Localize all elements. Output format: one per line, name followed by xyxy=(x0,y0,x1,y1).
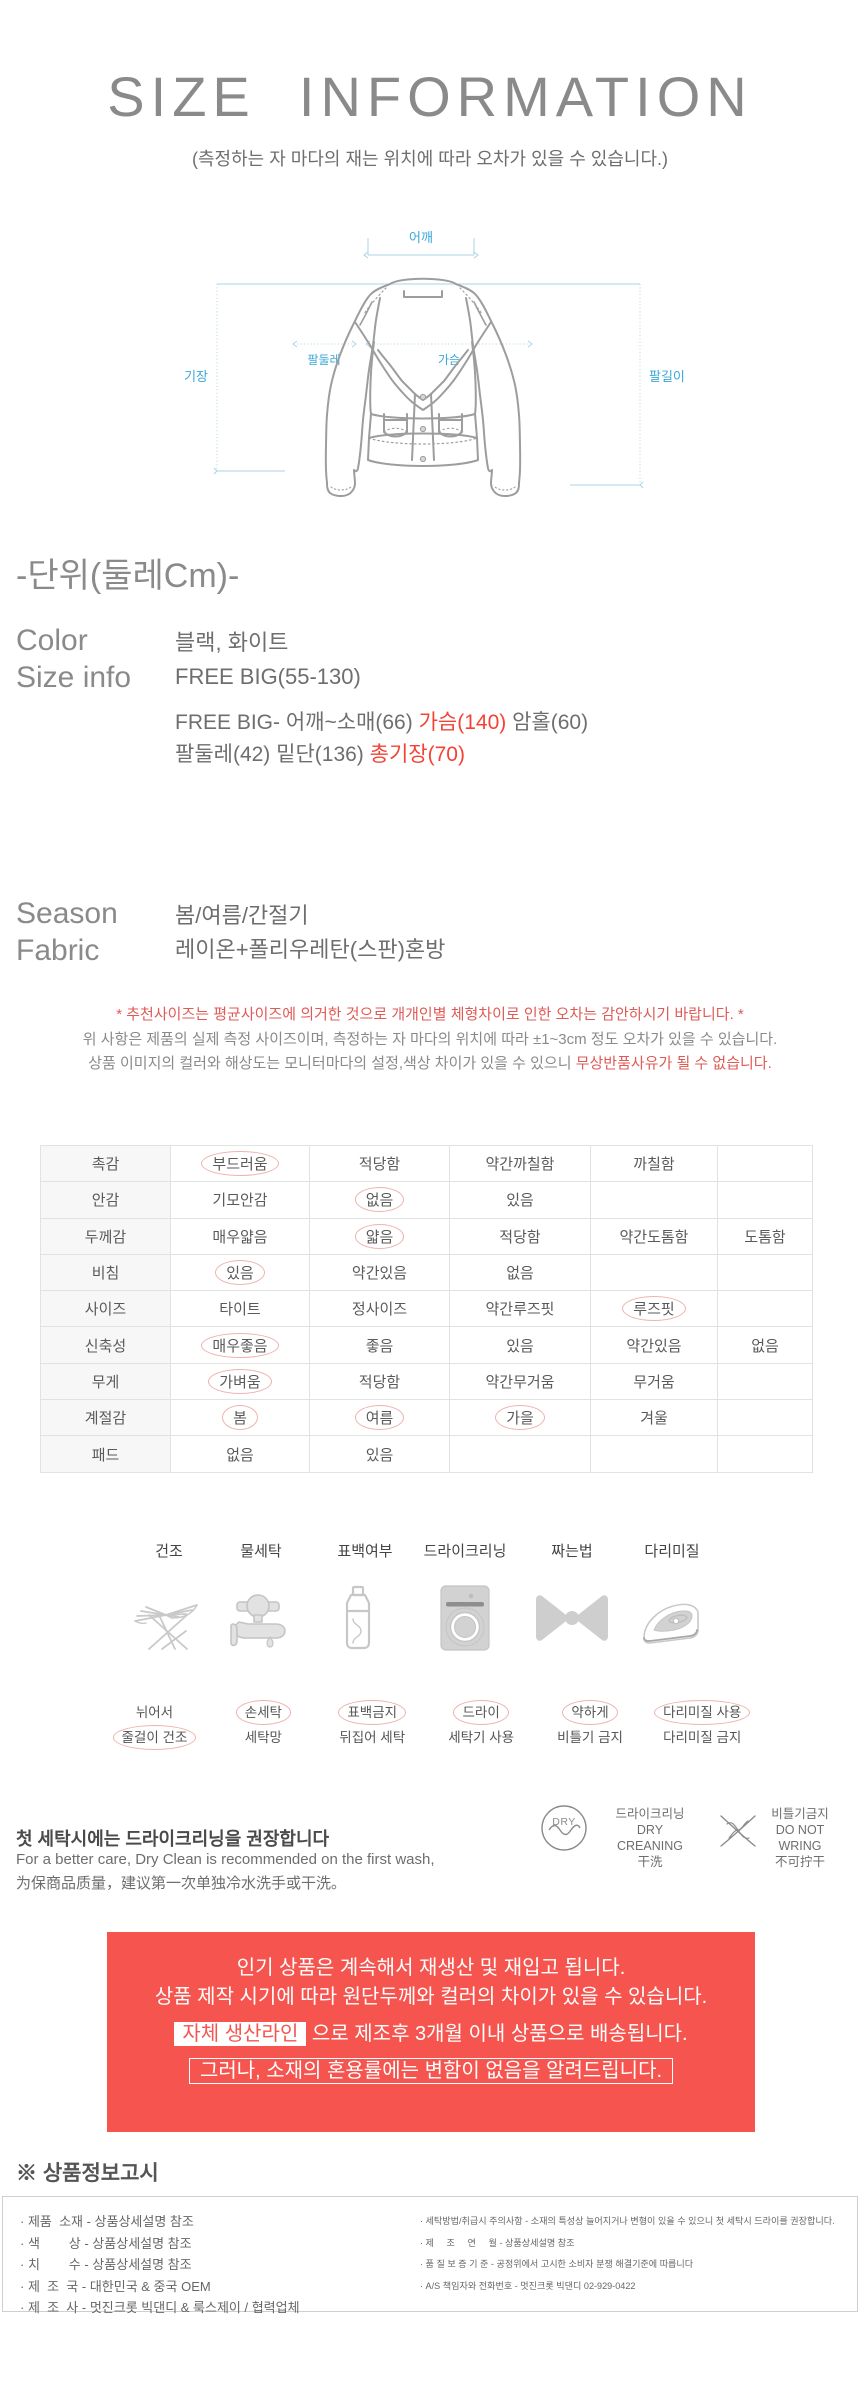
svg-text:어깨: 어깨 xyxy=(409,230,433,245)
svg-text:팔길이: 팔길이 xyxy=(649,369,685,384)
svg-text:DRY: DRY xyxy=(552,1816,575,1828)
svg-text:기장: 기장 xyxy=(184,369,208,384)
